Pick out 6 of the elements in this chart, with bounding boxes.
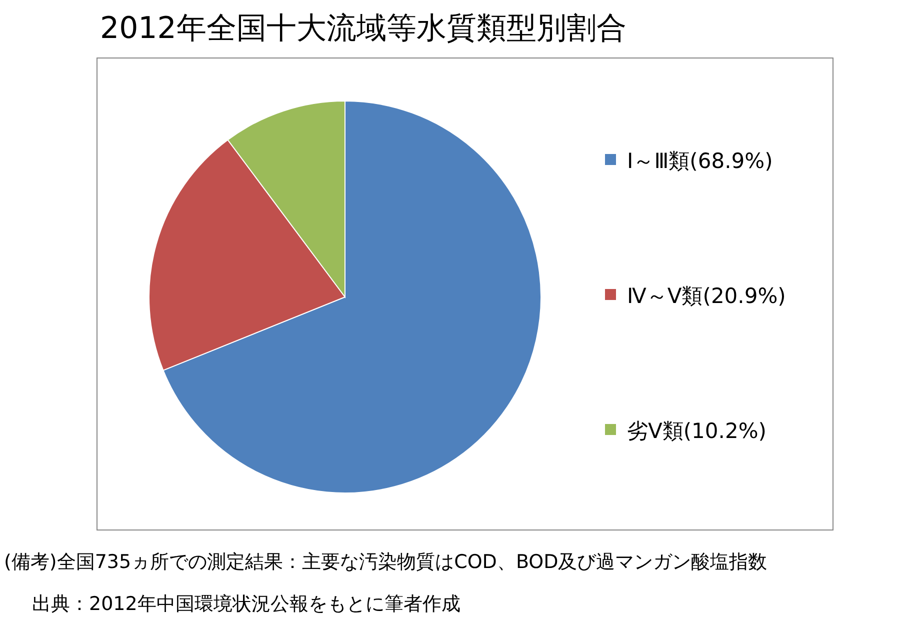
chart-title: 2012年全国十大流域等水質類型別割合 bbox=[100, 11, 626, 46]
legend-label: Ⅳ～Ⅴ類(20.9%) bbox=[627, 284, 786, 308]
legend-label: Ⅰ～Ⅲ類(68.9%) bbox=[627, 149, 773, 173]
legend-label: 劣Ⅴ類(10.2%) bbox=[627, 419, 766, 443]
source-note: 出典：2012年中国環境状況公報をもとに筆者作成 bbox=[32, 593, 460, 615]
text: (備考)全国735ヵ所での測定結果：主要な汚染物質はCOD、BOD及び過マンガン酸塩指数 bbox=[4, 551, 768, 573]
